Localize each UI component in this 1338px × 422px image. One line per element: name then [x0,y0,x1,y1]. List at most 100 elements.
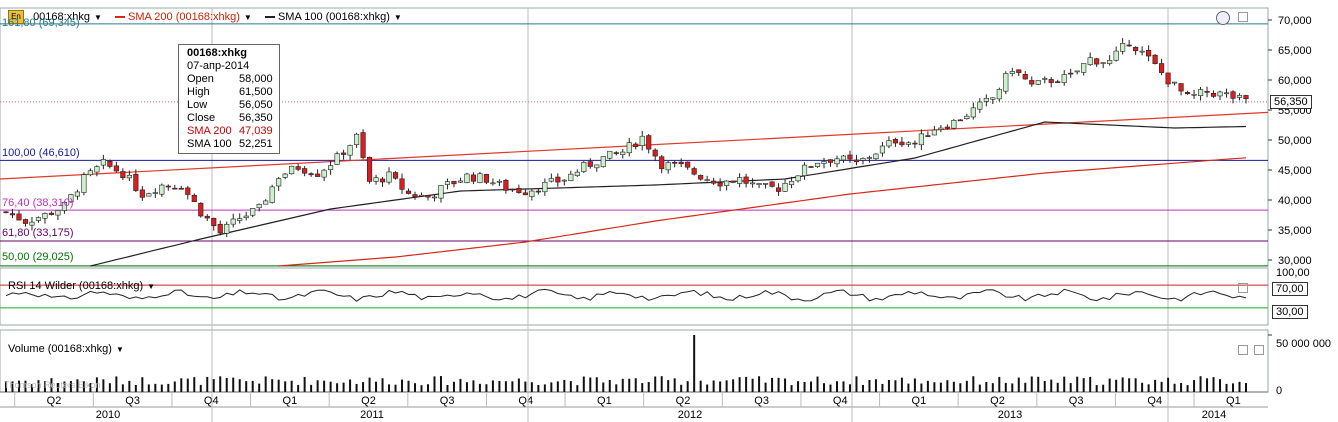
volume-bar [602,382,605,392]
sma200-selector[interactable]: SMA 200 (00168:xhkg) ▼ [114,11,255,23]
volume-bar [771,377,774,392]
candle-up [970,107,976,118]
candle-down [470,174,477,182]
quarter-label: Q2 [361,395,376,407]
y-tick-label: 60,000 [1278,75,1312,87]
volume-bar [1102,384,1105,392]
volume-bar [401,379,404,392]
volume-bar [777,377,780,392]
volume-bar [608,380,611,392]
candle-up [821,161,827,164]
candle-up [866,157,873,159]
candle-down [775,187,782,192]
language-icon[interactable]: En [8,10,24,24]
volume-bar [758,376,761,392]
volume-bar [524,381,527,392]
volume-bar [1199,376,1202,392]
candle-up [276,178,282,187]
volume-bar [1186,385,1189,392]
candle-down [1210,92,1217,97]
volume-bar [1141,382,1144,392]
candle-up [834,158,840,165]
candle-down [360,132,366,158]
volume-bar [30,384,33,392]
candle-up [1035,80,1041,85]
chevron-down-icon: ▼ [393,12,402,22]
candle-down [1029,80,1035,85]
volume-bar [485,384,488,392]
candle-down [678,161,684,165]
quarter-label: Q2 [676,395,691,407]
volume-bar [1017,377,1020,392]
volume-bar [686,381,689,392]
volume-bar [861,384,864,392]
rsi-title: RSI 14 Wilder (00168:xhkg) [8,280,144,292]
candle-down [1133,46,1139,52]
maximize-icon[interactable] [1238,345,1248,355]
fib-label-50: 50,00 (29,025) [2,251,74,263]
quarter-label: Q3 [125,395,140,407]
volume-bar [667,380,670,392]
candle-up [464,173,470,183]
candle-up [256,203,262,209]
candle-down [16,213,22,221]
candle-up [561,179,567,182]
candle-up [938,127,944,130]
volume-bar [1043,380,1046,392]
candle-up [1061,74,1067,83]
volume-bar [1050,379,1053,392]
tooltip-row: SMA 200 47,039 [187,125,279,138]
watermark: Thomson Reuters Eikon [4,380,101,390]
volume-bar [1056,382,1059,392]
volume-bar [985,381,988,392]
volume-bar [329,381,332,392]
candle-down [1068,72,1074,75]
rsi-selector[interactable]: RSI 14 Wilder (00168:xhkg) ▼ [8,280,155,294]
candle-down [944,126,950,129]
maximize-icon[interactable] [1238,12,1248,22]
candle-up [594,164,600,169]
volume-bar [342,382,345,392]
volume-bar [206,376,209,392]
fib-label-76: 76,40 (38,310) [2,197,74,209]
candle-up [990,97,996,100]
volume-bar [1121,377,1124,392]
volume-bar [998,376,1001,392]
volume-bar [121,384,124,392]
candle-up [321,169,327,178]
volume-bar [199,384,202,392]
tooltip-row: Low 56,050 [187,99,279,112]
volume-bar [887,379,890,392]
candle-up [1113,50,1119,61]
volume-selector[interactable]: Volume (00168:xhkg) ▼ [8,343,124,357]
quarter-label: Q3 [1069,395,1084,407]
volume-bar [868,379,871,392]
close-icon[interactable] [1254,345,1264,355]
sma100-selector[interactable]: SMA 100 (00168:xhkg) ▼ [264,11,402,23]
clock-icon[interactable] [1216,11,1230,25]
volume-bar [89,383,92,392]
tooltip-value: 61,500 [239,86,273,98]
volume-bar [842,381,845,392]
volume-bar [952,381,955,392]
volume-bar [225,377,228,392]
maximize-icon[interactable] [1238,283,1248,293]
volume-bar [5,381,7,392]
candle-down [516,188,522,193]
tooltip-key: Close [187,112,216,124]
candle-up [444,181,451,185]
volume-bar [965,380,968,392]
volume-bar [738,377,741,392]
candle-up [763,183,769,185]
y-tick-label: 65,000 [1278,45,1312,57]
volume-bar [1024,382,1027,392]
volume-bar [193,377,196,392]
symbol-selector[interactable]: 00168:xhkg ▼ [33,11,105,23]
candle-down [204,215,210,219]
candle-up [626,142,632,154]
volume-bar [1225,383,1228,392]
volume-bar [50,378,53,392]
candle-up [1042,78,1048,80]
candle-down [769,181,775,187]
